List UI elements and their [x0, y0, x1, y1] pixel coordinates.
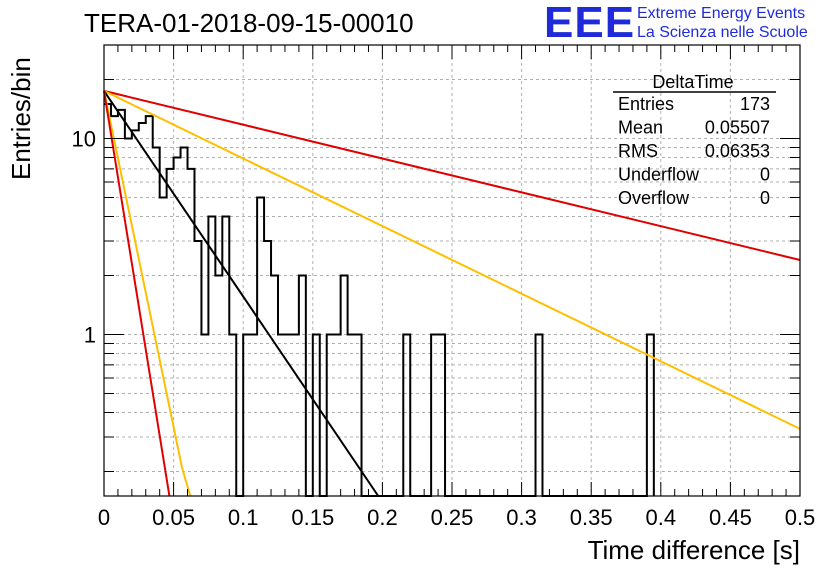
y-tick-label: 1 — [84, 323, 96, 348]
fit-line — [103, 89, 801, 261]
x-tick-label: 0.15 — [291, 505, 334, 530]
fit-line — [103, 90, 192, 497]
x-tick-label: 0.5 — [785, 505, 816, 530]
x-tick-label: 0.3 — [506, 505, 537, 530]
stats-value: 173 — [740, 94, 770, 114]
x-tick-label: 0.25 — [431, 505, 474, 530]
stats-value: 0.05507 — [705, 118, 770, 138]
stats-box: DeltaTime Entries 173 Mean 0.05507 RMS 0.0635… — [613, 72, 776, 208]
y-tick-labels: 1 10 — [72, 127, 96, 348]
x-tick-label: 0.45 — [709, 505, 752, 530]
x-tick-label: 0.4 — [646, 505, 677, 530]
fit-lines-layer — [103, 89, 801, 497]
y-tick-label: 10 — [72, 127, 96, 152]
eee-caption-line2: La Scienza nelle Scuole — [637, 24, 808, 41]
stats-label: Mean — [618, 118, 663, 138]
histogram-outline — [104, 103, 655, 497]
stats-value: 0 — [760, 165, 770, 185]
eee-logo: EEE — [544, 0, 636, 47]
fit-line — [103, 89, 801, 430]
y-axis-label: Entries/bin — [6, 57, 36, 180]
x-tick-label: 0 — [98, 505, 110, 530]
x-tick-label: 0.35 — [570, 505, 613, 530]
fit-line — [103, 90, 380, 497]
stats-rows: Entries 173 Mean 0.05507 RMS 0.06353Underflow… — [618, 94, 770, 208]
axis-ticks-layer — [103, 44, 801, 496]
stats-label: Underflow — [618, 165, 700, 185]
stats-value: 0.06353 — [705, 141, 770, 161]
x-axis-label: Time difference [s] — [588, 535, 800, 565]
x-tick-label: 0.1 — [228, 505, 259, 530]
stats-label: RMS — [618, 141, 658, 161]
x-tick-labels: 0 0.05 0.1 0.15 0.2 0.25 0.3 0.35 0.4 0.45 0.5 — [98, 505, 815, 530]
fit-line — [103, 90, 171, 497]
stats-value: 0 — [760, 188, 770, 208]
x-tick-label: 0.05 — [152, 505, 195, 530]
x-tick-label: 0.2 — [367, 505, 398, 530]
stats-label: Entries — [618, 94, 674, 114]
eee-caption-line1: Extreme Energy Events — [637, 5, 806, 22]
stats-title: DeltaTime — [652, 72, 733, 92]
run-title: TERA-01-2018-09-15-00010 — [84, 8, 414, 38]
histogram-layer — [104, 103, 655, 497]
eee-logo-caption: Extreme Energy Events La Scienza nelle S… — [637, 4, 808, 42]
stats-label: Overflow — [618, 188, 690, 208]
